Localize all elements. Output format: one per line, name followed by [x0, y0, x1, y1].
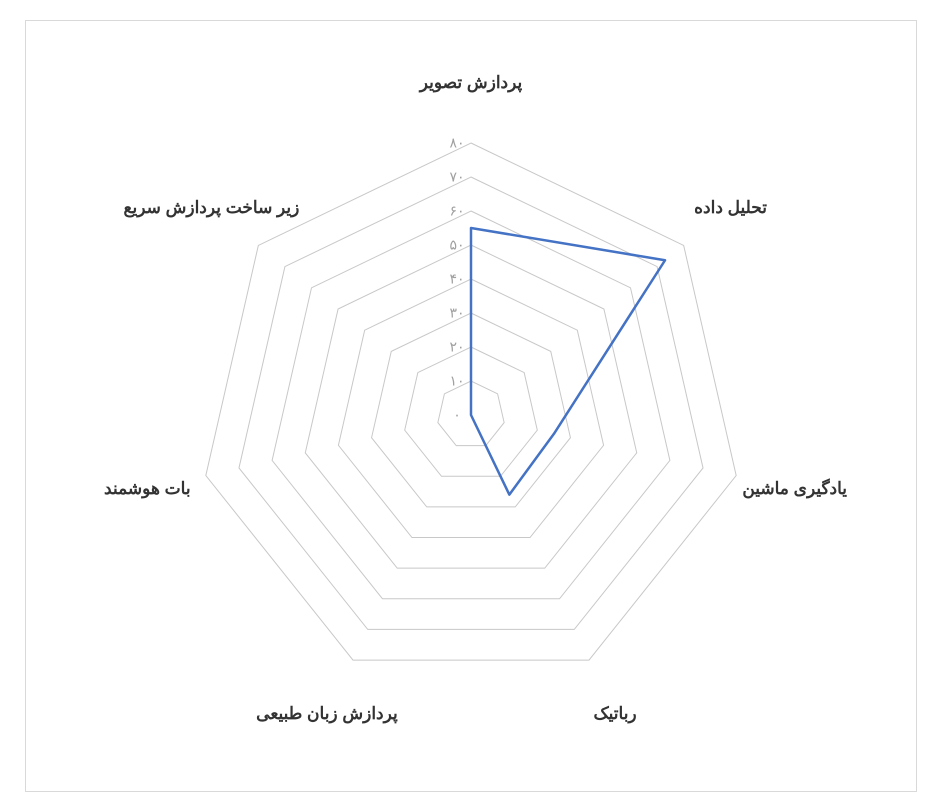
tick-label: ۴۰ [449, 271, 464, 288]
axis-label: رباتیک [593, 704, 636, 724]
tick-label: ۵۰ [449, 237, 464, 254]
axis-label: تحلیل داده [694, 198, 767, 218]
tick-label: ۲۰ [449, 339, 464, 356]
axis-label: یادگیری ماشین [742, 479, 847, 499]
axis-label: زیر ساخت پردازش سریع [123, 198, 299, 218]
tick-label: ۷۰ [449, 169, 464, 186]
axis-label: بات هوشمند [104, 479, 191, 499]
radar-labels-layer: پردازش تصویر تحلیل داده یادگیری ماشین رباتی… [0, 0, 942, 811]
tick-label: ۸۰ [449, 135, 464, 152]
axis-label: پردازش تصویر [420, 73, 522, 93]
tick-label: ۰ [453, 407, 461, 424]
tick-label: ۳۰ [449, 305, 464, 322]
tick-label: ۱۰ [449, 373, 464, 390]
axis-label: پردازش زبان طبیعی [256, 704, 398, 724]
tick-label: ۶۰ [449, 203, 464, 220]
